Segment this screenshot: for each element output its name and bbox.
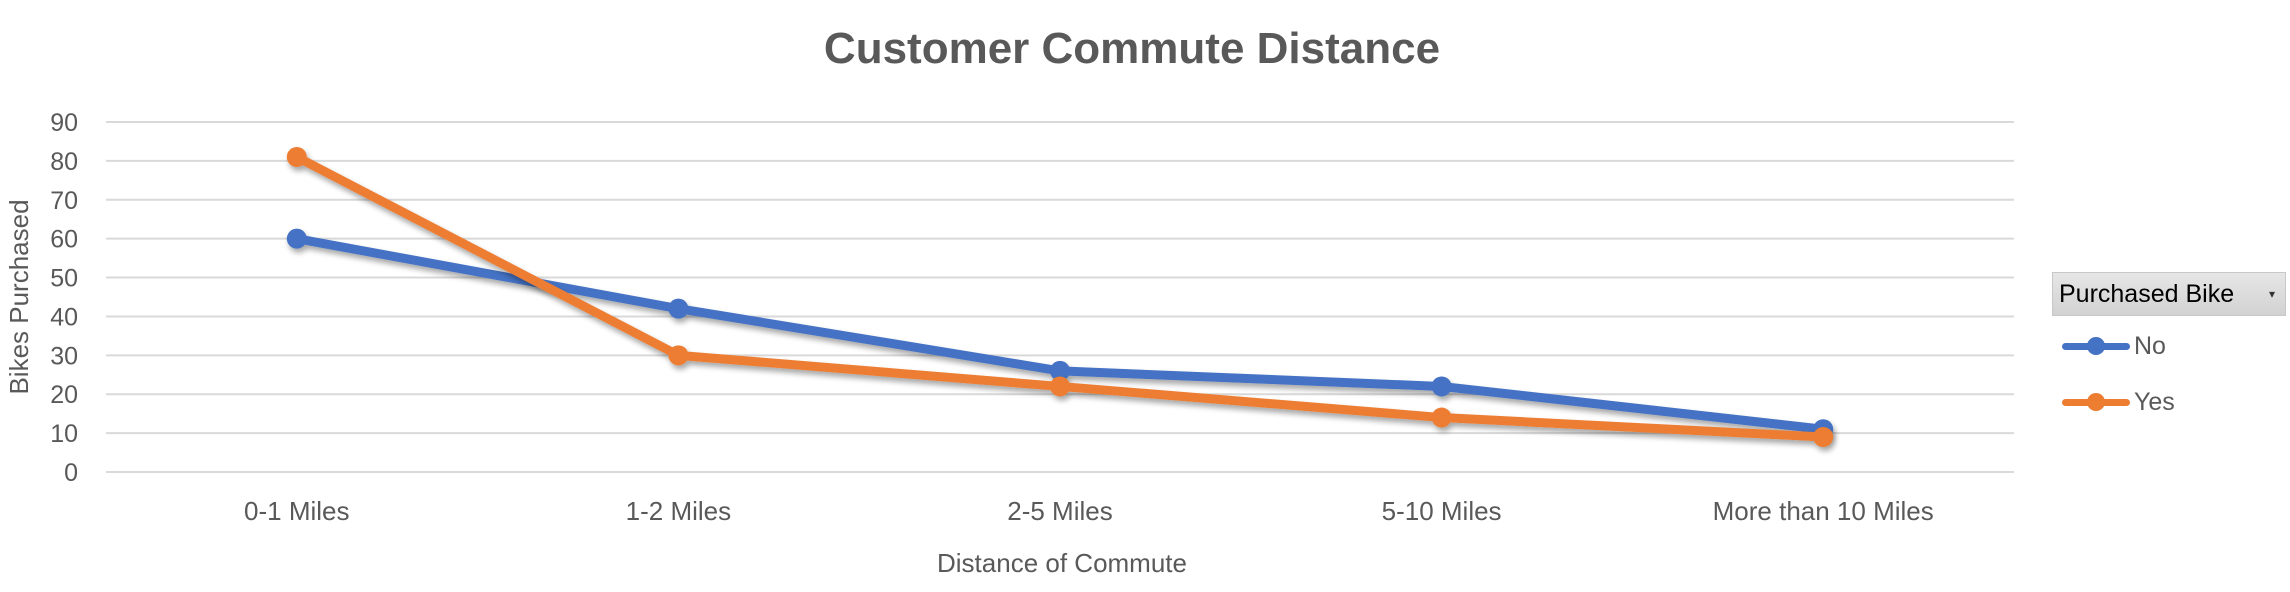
legend-item-no: No — [2058, 326, 2166, 366]
chart-title: Customer Commute Distance — [824, 24, 1440, 73]
x-tick-label: 1-2 Miles — [626, 496, 731, 526]
y-tick-label: 0 — [64, 459, 78, 487]
x-axis-title: Distance of Commute — [937, 548, 1187, 578]
legend-title: Purchased Bike — [2059, 279, 2235, 308]
x-tick-label: 5-10 Miles — [1382, 496, 1502, 526]
y-tick-label: 80 — [50, 148, 78, 176]
gridlines — [106, 121, 2014, 473]
series-yes — [286, 147, 1834, 447]
series-layer — [286, 147, 1834, 447]
data-point-yes — [1813, 427, 1834, 447]
data-point-yes — [668, 345, 689, 366]
data-point-yes — [286, 147, 307, 167]
x-tick-label: More than 10 Miles — [1713, 496, 1934, 526]
y-tick-label: 50 — [50, 265, 78, 293]
y-tick-label: 10 — [50, 420, 78, 448]
series-line-no — [292, 234, 1828, 434]
x-tick-label: 0-1 Miles — [244, 496, 349, 526]
y-tick-label: 70 — [50, 187, 78, 215]
y-tick-label: 60 — [50, 226, 78, 254]
y-tick-label: 40 — [50, 303, 78, 331]
legend-swatch-no — [2058, 326, 2134, 366]
y-tick-label: 30 — [50, 342, 78, 370]
data-point-no — [668, 298, 689, 319]
y-axis-title: Bikes Purchased — [4, 199, 34, 394]
legend-item-yes: Yes — [2058, 382, 2175, 422]
x-tick-label: 2-5 Miles — [1007, 496, 1112, 526]
legend-label-no: No — [2134, 331, 2166, 360]
data-point-no — [1431, 376, 1452, 397]
y-tick-label: 20 — [50, 381, 78, 409]
legend-label-yes: Yes — [2134, 387, 2175, 416]
y-axis-ticks: 0 10 20 30 40 50 60 70 80 90 — [50, 109, 78, 487]
series-no — [286, 228, 1834, 440]
data-point-no — [1050, 360, 1070, 381]
legend-swatch-yes — [2058, 382, 2134, 422]
y-tick-label: 90 — [50, 109, 78, 137]
data-point-yes — [1431, 407, 1452, 428]
dropdown-arrow-icon: ▾ — [2268, 287, 2275, 301]
data-point-no — [286, 228, 307, 249]
x-axis-ticks: 0-1 Miles 1-2 Miles 2-5 Miles 5-10 Miles Mor… — [244, 496, 1934, 526]
data-point-yes — [1050, 376, 1070, 397]
legend-filter-button[interactable]: Purchased Bike ▾ — [2052, 272, 2286, 316]
